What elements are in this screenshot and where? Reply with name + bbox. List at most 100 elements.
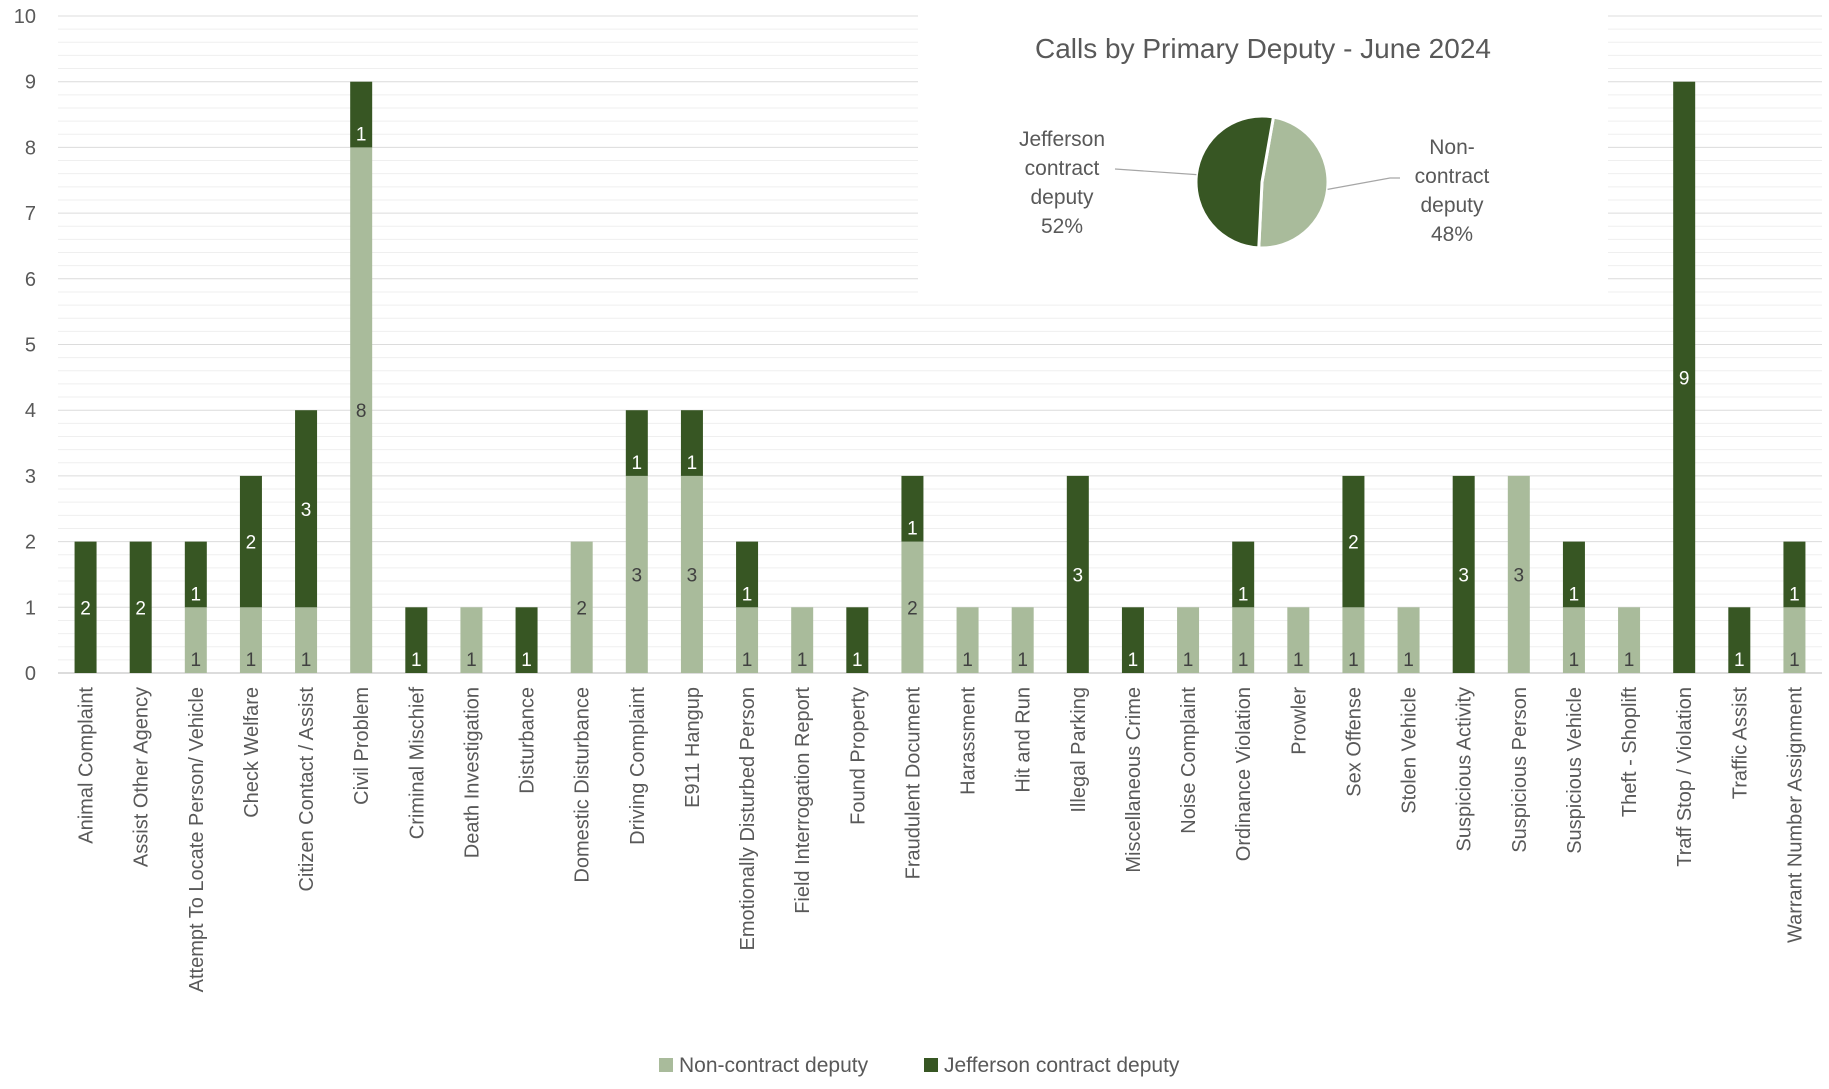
bar-data-label: 1	[1789, 650, 1800, 671]
x-tick-label: Suspicious Person	[1509, 687, 1531, 853]
bar-data-label: 1	[962, 650, 973, 671]
x-tick-label: Traffic Assist	[1729, 687, 1751, 800]
x-tick-label: Driving Complaint	[627, 687, 649, 845]
bar-data-label: 1	[1128, 650, 1139, 671]
bar-noncontract	[791, 607, 814, 673]
bar-noncontract	[680, 475, 703, 673]
bar-noncontract	[239, 607, 262, 673]
bar-jefferson	[901, 475, 924, 542]
x-tick-label: Traff Stop / Violation	[1674, 687, 1696, 867]
bar-noncontract	[1562, 607, 1585, 673]
x-tick-label: E911 Hangup	[682, 687, 704, 808]
pie-slice	[1257, 115, 1330, 250]
bar-data-label: 1	[797, 650, 808, 671]
x-tick-label: Illegal Parking	[1068, 687, 1090, 813]
bar-data-label: 1	[191, 650, 202, 671]
x-tick-label: Civil Problem	[351, 687, 373, 805]
bar-jefferson	[515, 607, 538, 673]
bar-jefferson	[846, 607, 869, 673]
bar-noncontract	[1618, 607, 1641, 673]
bar-data-label: 1	[907, 519, 918, 540]
x-tick-label: Animal Complaint	[76, 687, 98, 844]
bar-jefferson	[1342, 475, 1365, 608]
x-tick-label: Citizen Contact / Assist	[296, 687, 318, 892]
bar-data-label: 1	[246, 650, 257, 671]
bar-data-label: 2	[246, 533, 257, 554]
x-tick-label: Prowler	[1288, 687, 1310, 755]
pie-leader-line	[1114, 168, 1197, 176]
x-tick-label: Hit and Run	[1013, 687, 1035, 793]
bar-noncontract	[1011, 607, 1034, 673]
bar-data-label: 3	[687, 565, 698, 586]
y-tick-label: 3	[25, 466, 36, 488]
bar-jefferson	[74, 541, 97, 673]
bar-data-label: 2	[907, 598, 918, 619]
bar-jefferson	[405, 607, 428, 673]
legend-swatch	[659, 1058, 673, 1072]
x-tick-label: Criminal Mischief	[406, 687, 428, 840]
pie-chart: Calls by Primary Deputy - June 2024 Jeffe…	[918, 8, 1608, 298]
bar-jefferson	[1562, 541, 1585, 608]
y-tick-label: 2	[25, 532, 36, 554]
bar-noncontract	[1507, 475, 1530, 673]
x-tick-label: Disturbance	[517, 687, 539, 794]
y-axis: 0 1 2 3 4 5 6 7 8 9 10	[14, 6, 36, 685]
bar-noncontract	[570, 541, 593, 673]
pie-slice-label: Non-	[1429, 136, 1475, 159]
bar-data-label: 1	[1238, 584, 1249, 605]
bar-noncontract	[625, 475, 648, 673]
bar-noncontract	[295, 607, 318, 673]
x-tick-label: Sex Offense	[1343, 687, 1365, 797]
bar-data-label: 1	[191, 584, 202, 605]
y-tick-label: 7	[25, 203, 36, 225]
bar-jefferson	[1121, 607, 1144, 673]
x-tick-label: Ordinance Violation	[1233, 687, 1255, 861]
x-tick-label: Suspicious Vehicle	[1564, 687, 1586, 854]
bar-jefferson	[1232, 541, 1255, 608]
bar-data-label: 3	[1458, 565, 1469, 586]
pie-slice-label: contract	[1415, 165, 1490, 188]
bar-data-label: 1	[1789, 584, 1800, 605]
bar-data-label: 1	[356, 124, 367, 145]
bar-jefferson	[625, 410, 648, 476]
bar-data-label: 1	[632, 453, 643, 474]
bar-data-label: 3	[1073, 565, 1084, 586]
bar-data-label: 1	[466, 650, 477, 671]
bar-noncontract	[1177, 607, 1200, 673]
bar-data-label: 9	[1679, 368, 1690, 389]
bar-data-label: 1	[1734, 650, 1745, 671]
bar-data-label: 2	[576, 598, 587, 619]
x-tick-label: Harassment	[958, 687, 980, 795]
bar-jefferson	[1783, 541, 1806, 608]
pie-slice-label: deputy	[1420, 194, 1484, 217]
bar-jefferson	[239, 475, 262, 608]
bar-noncontract	[1397, 607, 1420, 673]
bar-data-label: 3	[632, 565, 643, 586]
bar-data-label: 2	[135, 598, 146, 619]
x-tick-label: Assist Other Agency	[131, 687, 153, 867]
x-tick-label: Domestic Disturbance	[572, 687, 594, 883]
bar-data-label: 3	[301, 500, 312, 521]
bar-data-label: 2	[80, 598, 91, 619]
bar-data-label: 1	[301, 650, 312, 671]
bar-data-label: 2	[1348, 533, 1359, 554]
bar-noncontract	[1342, 607, 1365, 673]
x-tick-label: Noise Complaint	[1178, 687, 1200, 834]
bar-data-label: 1	[1403, 650, 1414, 671]
bar-data-label: 1	[521, 650, 532, 671]
x-tick-label: Stolen Vehicle	[1399, 687, 1421, 814]
bar-jefferson	[350, 81, 373, 148]
bar-jefferson	[295, 410, 318, 608]
bar-noncontract	[901, 541, 924, 673]
y-tick-label: 10	[14, 6, 36, 28]
bar-jefferson	[1728, 607, 1751, 673]
bar-data-label: 1	[1238, 650, 1249, 671]
pie-slice-label: deputy	[1030, 186, 1094, 209]
bar-noncontract	[350, 147, 373, 673]
bar-jefferson	[1673, 81, 1696, 673]
pie-leader-line	[1327, 177, 1400, 190]
bar-jefferson	[1066, 475, 1089, 673]
bar-series: 2 2 1 1 1 2 1 3 8 1 1 1 1 2 3 1 3 1 1 1 1 1 2 1 1 1 3 1 1 1 1 1 1 2 1 3 3 1 1 1…	[74, 81, 1806, 673]
bar-noncontract	[1783, 607, 1806, 673]
